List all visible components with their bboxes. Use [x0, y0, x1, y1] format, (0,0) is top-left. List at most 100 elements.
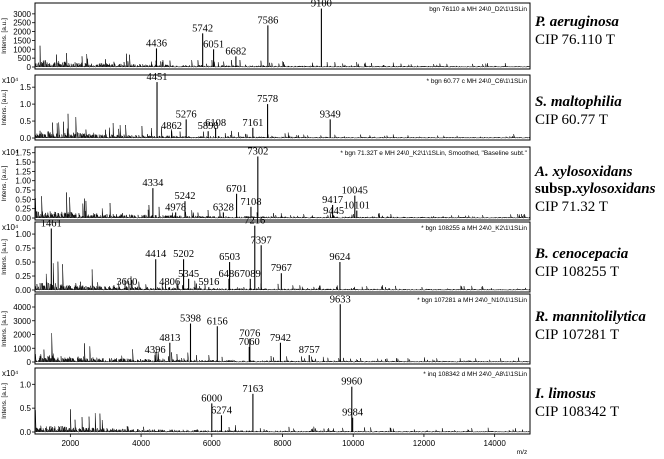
y-tick-label: 0.00: [15, 286, 31, 295]
y-exponent: x10⁴: [2, 369, 19, 378]
peak-label: 9984: [342, 408, 364, 419]
peak-label: 6051: [203, 39, 224, 50]
species-name: P. aeruginosa: [535, 14, 619, 30]
peak-label: 5398: [180, 314, 201, 325]
y-axis-title: Intens. [a.u.]: [1, 89, 8, 125]
y-tick-label: 2500: [13, 19, 31, 28]
spectrum-file-label: * inq 108342 d MH 24\0_A8\1\1SLin: [423, 371, 527, 378]
species-label-6: I. limosus CIP 108342 T: [535, 386, 619, 421]
y-tick-label: 0.50: [15, 258, 31, 267]
y-tick-label: 0.75: [15, 244, 31, 253]
strain-id: CIP 107281 T: [535, 327, 620, 343]
peak-label: 7942: [270, 333, 291, 344]
species-name: R. mannitolilytica: [535, 309, 646, 325]
peak-label: 6328: [213, 202, 234, 213]
y-tick-label: 1500: [13, 36, 31, 45]
x-tick-label: 4000: [132, 439, 150, 448]
peak-label: 6682: [225, 46, 246, 57]
peak-label: 7108: [240, 197, 261, 208]
y-exponent: x10⁴: [2, 76, 19, 85]
y-tick-label: 1000: [13, 344, 31, 353]
y-axis-title: Intens. [a.u.]: [1, 383, 8, 419]
y-exponent: x10⁴: [2, 223, 19, 232]
spectrum-noise-trace: [35, 192, 531, 219]
y-tick-label: 0.0: [20, 428, 32, 437]
y-tick-label: 0.25: [15, 272, 31, 281]
peak-label: 5916: [198, 277, 219, 288]
peak-label: 1461: [41, 218, 62, 229]
peak-label: 10101: [344, 201, 370, 212]
peak-label: 6156: [207, 316, 228, 327]
strain-id: CIP 76.110 T: [535, 32, 615, 48]
subsp-prefix: subsp.: [535, 181, 576, 197]
x-tick-label: 10000: [342, 439, 365, 448]
y-tick-label: 1.0: [20, 100, 32, 109]
y-axis-title: Intens. [a.u.]: [1, 165, 8, 201]
y-tick-label: 2000: [13, 331, 31, 340]
peak-label: 7967: [271, 263, 292, 274]
peak-label: 4334: [142, 178, 164, 189]
y-tick-label: 3000: [13, 10, 31, 19]
peak-label: 7161: [242, 118, 263, 129]
peak-label: 9633: [330, 294, 351, 305]
peak-label: 5345: [178, 269, 199, 280]
peak-label: 4451: [147, 72, 168, 83]
spectrum-noise-trace: [35, 113, 531, 139]
spectrum-noise-trace: [35, 409, 531, 433]
spectrum-file-label: * bgn 107281 a MH 24\0_N10\1\1SLin: [417, 297, 527, 304]
y-tick-label: 4000: [13, 303, 31, 312]
y-axis-title: Intens. [a.u.]: [1, 18, 8, 54]
strain-id: CIP 108255 T: [535, 264, 620, 280]
spectrum-file-label: * bgn 60.77 c MH 24\0_C6\1\1SLin: [427, 78, 528, 85]
panel-frame: [34, 2, 531, 70]
strain-id: CIP 71.32 T: [535, 199, 608, 215]
peak-label: 4978: [165, 202, 186, 213]
peak-label: 4436: [146, 38, 167, 49]
peak-label: 7302: [247, 146, 268, 157]
peak-label: 7578: [257, 94, 278, 105]
y-tick-label: 1.50: [15, 158, 31, 167]
panel-frame: [34, 74, 531, 141]
species-label-1: P. aeruginosa CIP 76.110 T: [535, 14, 619, 49]
peak-label: 4806: [159, 277, 180, 288]
peak-label: 7060: [239, 337, 260, 348]
y-tick-label: 0: [27, 358, 32, 367]
peak-label: 8757: [299, 345, 320, 356]
peak-label: 6000: [201, 393, 222, 404]
peak-label: 6108: [205, 118, 226, 129]
species-label-4: B. cenocepacia CIP 108255 T: [535, 246, 628, 281]
species-label-5: R. mannitolilytica CIP 107281 T: [535, 309, 646, 344]
peak-label: 7163: [242, 384, 263, 395]
peak-label: 7089: [240, 269, 261, 280]
y-tick-label: 500: [18, 54, 32, 63]
y-axis-title: Intens. [a.u.]: [1, 311, 8, 347]
x-tick-label: 12000: [413, 439, 436, 448]
peak-label: 9960: [341, 377, 362, 388]
y-tick-label: 2000: [13, 28, 31, 37]
y-tick-label: 3000: [13, 317, 31, 326]
x-tick-label: 6000: [203, 439, 221, 448]
y-tick-label: 0.0: [20, 134, 32, 143]
peak-label: 3600: [116, 277, 137, 288]
peak-label: 9445: [323, 206, 344, 217]
peak-label: 7397: [251, 235, 272, 246]
peak-label: 4414: [145, 249, 167, 260]
strain-id: CIP 60.77 T: [535, 112, 608, 128]
y-tick-label: 1.0: [20, 380, 32, 389]
spectrum-file-label: * bgn 108255 a MH 24\0_K2\1\1SLin: [421, 225, 527, 232]
y-tick-label: 0.75: [15, 186, 31, 195]
panel-frame: [34, 146, 531, 221]
peak-label: 5242: [174, 191, 195, 202]
peak-label: 6503: [219, 252, 240, 263]
y-tick-label: 1.75: [15, 149, 31, 158]
y-exponent: x10⁴: [2, 148, 19, 157]
x-tick-label: 2000: [61, 439, 79, 448]
peak-label: 6701: [226, 184, 247, 195]
peak-label: 9417: [322, 195, 343, 206]
x-tick-label: 14000: [484, 439, 507, 448]
y-tick-label: 1000: [13, 45, 31, 54]
